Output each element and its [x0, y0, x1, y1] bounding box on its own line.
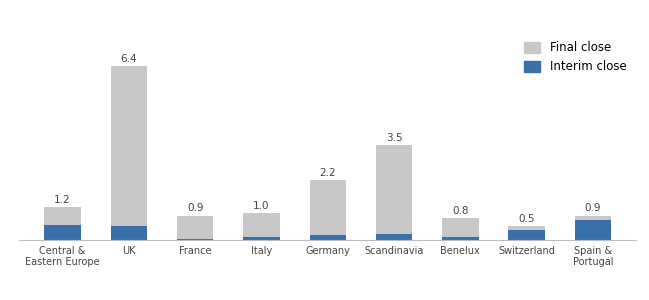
Bar [442, 218, 478, 237]
Text: 2.2: 2.2 [319, 168, 336, 178]
Bar [110, 66, 147, 226]
Bar [575, 220, 611, 240]
Text: 6.4: 6.4 [121, 54, 137, 64]
Bar [110, 226, 147, 240]
Bar [442, 237, 478, 240]
Bar [243, 213, 280, 237]
Bar [44, 225, 80, 240]
Bar [177, 238, 214, 240]
Bar [243, 237, 280, 240]
Text: 0.9: 0.9 [585, 203, 601, 213]
Bar [44, 207, 80, 225]
Bar [508, 230, 545, 240]
Bar [508, 226, 545, 230]
Bar [376, 145, 412, 234]
Text: 0.5: 0.5 [519, 214, 535, 224]
Text: 1.0: 1.0 [253, 201, 270, 211]
Legend: Final close, Interim close: Final close, Interim close [520, 38, 630, 77]
Text: 0.9: 0.9 [187, 203, 203, 213]
Bar [575, 215, 611, 220]
Bar [376, 234, 412, 240]
Text: 0.8: 0.8 [452, 206, 469, 216]
Text: 1.2: 1.2 [55, 195, 71, 205]
Text: 3.5: 3.5 [386, 133, 402, 142]
Bar [310, 180, 346, 235]
Bar [310, 235, 346, 240]
Bar [177, 215, 214, 238]
